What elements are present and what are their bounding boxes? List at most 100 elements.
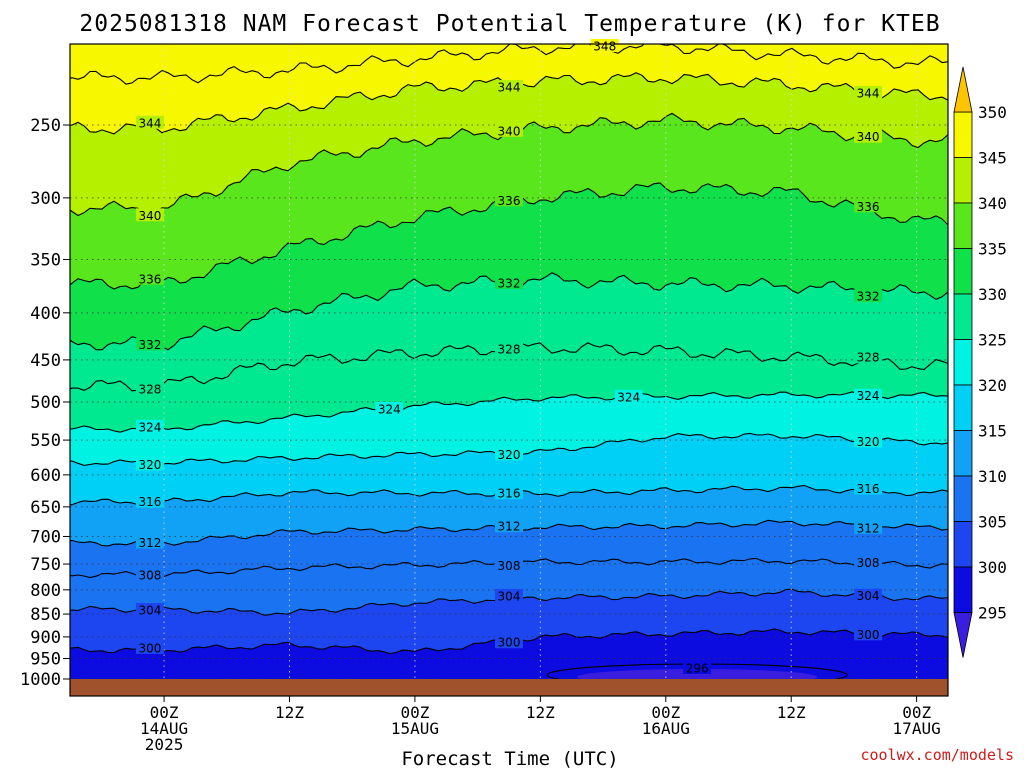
contour-label-bg — [135, 271, 164, 285]
contour-label-bg — [590, 38, 619, 52]
contour-label-bg — [495, 558, 523, 572]
contour-label: 312 — [498, 520, 521, 534]
contour-label: 336 — [857, 200, 880, 214]
contour-label-bg — [135, 115, 164, 129]
pressure-axis: 250 300 350 400 450 500 550 600 650 700 750 800 850 9… — [20, 116, 70, 690]
contour-label: 336 — [498, 194, 521, 208]
y-tick-label: 1000 — [20, 670, 61, 690]
colorbar-label: 330 — [978, 285, 1007, 304]
contour-label: 328 — [138, 383, 161, 397]
credit-text: coolwx.com/models — [860, 746, 1014, 764]
contour-label: 324 — [138, 420, 161, 434]
contour-label: 324 — [378, 402, 401, 416]
contour-label-bg — [854, 129, 883, 143]
contour-label: 324 — [857, 389, 880, 403]
contour-label: 316 — [138, 495, 161, 509]
x-tick-label: 00Z — [150, 703, 179, 722]
contour-label-bg — [854, 350, 883, 364]
y-tick-label: 650 — [30, 498, 61, 518]
contour-label: 332 — [138, 338, 161, 352]
colorbar-bin — [953, 339, 973, 386]
grid-lines — [70, 44, 948, 696]
colorbar-label: 325 — [978, 331, 1007, 350]
contour-label: 304 — [857, 589, 880, 603]
contour-label: 300 — [498, 636, 521, 650]
contour-label-bg — [495, 80, 523, 94]
x-tick-label: 14AUG — [140, 719, 188, 738]
contour-label-bg — [854, 555, 883, 569]
contour-label-bg — [854, 85, 883, 99]
colorbar-label: 340 — [978, 194, 1007, 213]
x-axis-label: Forecast Time (UTC) — [401, 748, 618, 768]
contour-label: 312 — [857, 521, 880, 535]
contour-label-bg — [495, 447, 523, 461]
contour-label-bg — [135, 382, 164, 396]
contour-label-bg — [135, 494, 164, 508]
contour-label-bg — [495, 486, 523, 500]
contour-label: 316 — [498, 487, 521, 501]
contour-label-bg — [135, 535, 164, 549]
contour-label-bg — [854, 434, 883, 448]
contour-label-bg — [854, 520, 883, 534]
contour-label: 304 — [498, 589, 521, 603]
contour-label: 336 — [138, 272, 161, 286]
colorbar: 350 345 340 335 330 325 320 315 310 305 300 295 — [953, 66, 1007, 658]
y-tick-label: 850 — [30, 605, 61, 625]
contour-label-bg — [854, 388, 883, 402]
y-tick-label: 300 — [30, 189, 61, 209]
x-tick-label: 12Z — [526, 703, 555, 722]
y-tick-label: 250 — [30, 116, 61, 136]
colorbar-bin — [953, 293, 973, 340]
contour-label: 300 — [857, 628, 880, 642]
colorbar-label: 310 — [978, 467, 1007, 486]
contour-label: 312 — [138, 536, 161, 550]
contour-label: 328 — [857, 351, 880, 365]
colorbar-bin — [953, 111, 973, 158]
y-tick-label: 700 — [30, 527, 61, 547]
contour-label: 316 — [857, 482, 880, 496]
contour-label: 344 — [138, 116, 161, 130]
contour-label: 308 — [498, 559, 521, 573]
colorbar-label: 345 — [978, 149, 1007, 168]
colorbar-bin — [953, 157, 973, 204]
contour-label-bg — [135, 568, 164, 582]
y-tick-label: 600 — [30, 466, 61, 486]
x-tick-label: 17AUG — [893, 719, 941, 738]
contour-label: 320 — [498, 448, 521, 462]
y-tick-label: 350 — [30, 250, 61, 270]
colorbar-bin — [953, 566, 973, 613]
colorbar-bin — [953, 521, 973, 568]
contour-label-bg — [495, 519, 523, 533]
y-tick-label: 950 — [30, 650, 61, 670]
colorbar-bin — [953, 384, 973, 431]
contour-label: 304 — [138, 604, 161, 618]
contour-label: 344 — [498, 81, 521, 95]
contour-label: 320 — [857, 435, 880, 449]
contour-label-bg — [135, 337, 164, 351]
contour-label-bg — [854, 289, 883, 303]
contour-label-bg — [495, 342, 523, 356]
contour-label-bg — [135, 208, 164, 222]
colorbar-label: 315 — [978, 422, 1007, 441]
contour-label: 340 — [498, 124, 521, 138]
contour-label-bg — [614, 389, 643, 403]
colorbar-label: 350 — [978, 103, 1007, 122]
contour-label: 340 — [138, 209, 161, 223]
contour-labels: 348 344 344 344 340 340 340 336 336 336 332 332 332 3… — [135, 38, 883, 676]
contour-label-bg — [495, 588, 523, 602]
contour-label: 308 — [138, 569, 161, 583]
contour-label: 332 — [498, 277, 521, 291]
colorbar-label: 320 — [978, 376, 1007, 395]
contour-label: 332 — [857, 290, 880, 304]
colorbar-label: 295 — [978, 604, 1007, 623]
contour-label-bg — [135, 419, 164, 433]
contour-label: 344 — [857, 86, 880, 100]
contour-label-bg — [854, 199, 883, 213]
y-tick-label: 500 — [30, 393, 61, 413]
y-tick-label: 750 — [30, 555, 61, 575]
x-tick-label: 00Z — [400, 703, 429, 722]
contour-label: 340 — [857, 130, 880, 144]
contour-label-bg — [495, 635, 523, 649]
x-tick-label: 15AUG — [391, 719, 439, 738]
